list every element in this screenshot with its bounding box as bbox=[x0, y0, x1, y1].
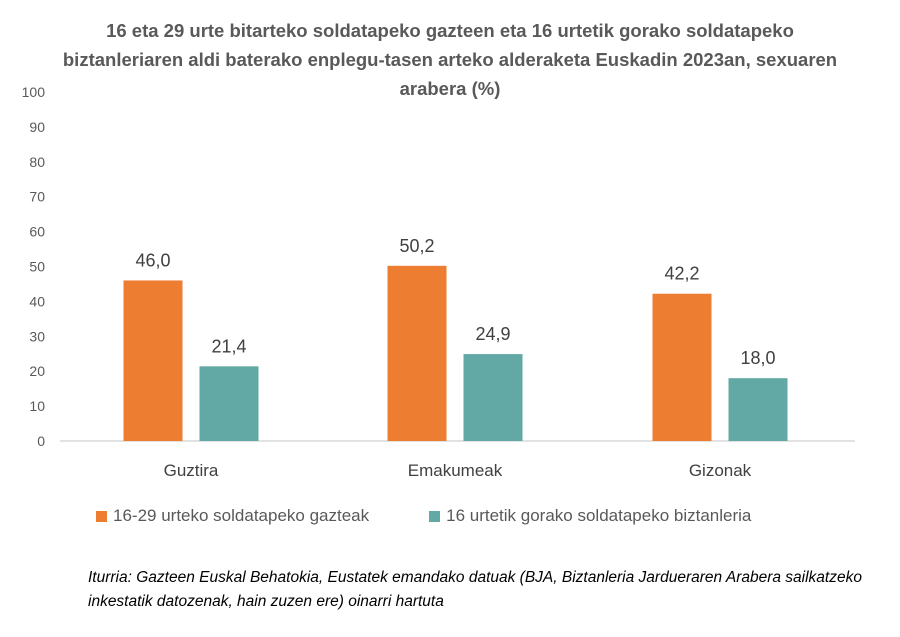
data-label: 42,2 bbox=[664, 264, 699, 284]
data-label: 24,9 bbox=[475, 324, 510, 344]
legend-label: 16-29 urteko soldatapeko gazteak bbox=[113, 506, 370, 525]
x-tick-label: Guztira bbox=[164, 461, 219, 480]
y-tick-label: 10 bbox=[29, 398, 45, 414]
chart-title: 16 eta 29 urte bitarteko soldatapeko gaz… bbox=[62, 20, 838, 99]
bar bbox=[199, 366, 259, 441]
legend-item-population: 16 urtetik gorako soldatapeko biztanleri… bbox=[429, 506, 751, 526]
x-tick-label: Emakumeak bbox=[408, 461, 503, 480]
data-label: 46,0 bbox=[135, 250, 170, 270]
legend-label: 16 urtetik gorako soldatapeko biztanleri… bbox=[446, 506, 752, 525]
y-tick-label: 80 bbox=[29, 154, 45, 170]
y-tick-label: 100 bbox=[22, 84, 46, 100]
bar bbox=[463, 354, 523, 441]
legend-item-youth: 16-29 urteko soldatapeko gazteak bbox=[96, 506, 369, 526]
y-tick-label: 70 bbox=[29, 189, 45, 205]
x-tick-label: Gizonak bbox=[689, 461, 752, 480]
data-label: 21,4 bbox=[211, 336, 246, 356]
data-label: 18,0 bbox=[740, 348, 775, 368]
legend-swatch bbox=[96, 510, 107, 522]
bar bbox=[728, 378, 788, 441]
data-label: 50,2 bbox=[399, 236, 434, 256]
y-tick-label: 50 bbox=[29, 259, 45, 275]
y-tick-label: 60 bbox=[29, 224, 45, 240]
bar bbox=[123, 280, 183, 441]
y-tick-label: 40 bbox=[29, 293, 45, 309]
bar bbox=[387, 265, 447, 441]
y-tick-label: 30 bbox=[29, 328, 45, 344]
y-tick-label: 20 bbox=[29, 363, 45, 379]
bar bbox=[652, 293, 712, 441]
legend: 16-29 urteko soldatapeko gazteak 16 urte… bbox=[96, 506, 751, 526]
source-note: Iturria: Gazteen Euskal Behatokia, Eusta… bbox=[88, 569, 862, 610]
y-tick-label: 0 bbox=[37, 433, 45, 449]
legend-swatch bbox=[429, 510, 441, 522]
y-tick-label: 90 bbox=[29, 119, 45, 135]
bar-chart: 0 10 20 30 40 50 60 70 80 90 100 Guztira 46,0 21,4 Ema… bbox=[22, 84, 855, 480]
